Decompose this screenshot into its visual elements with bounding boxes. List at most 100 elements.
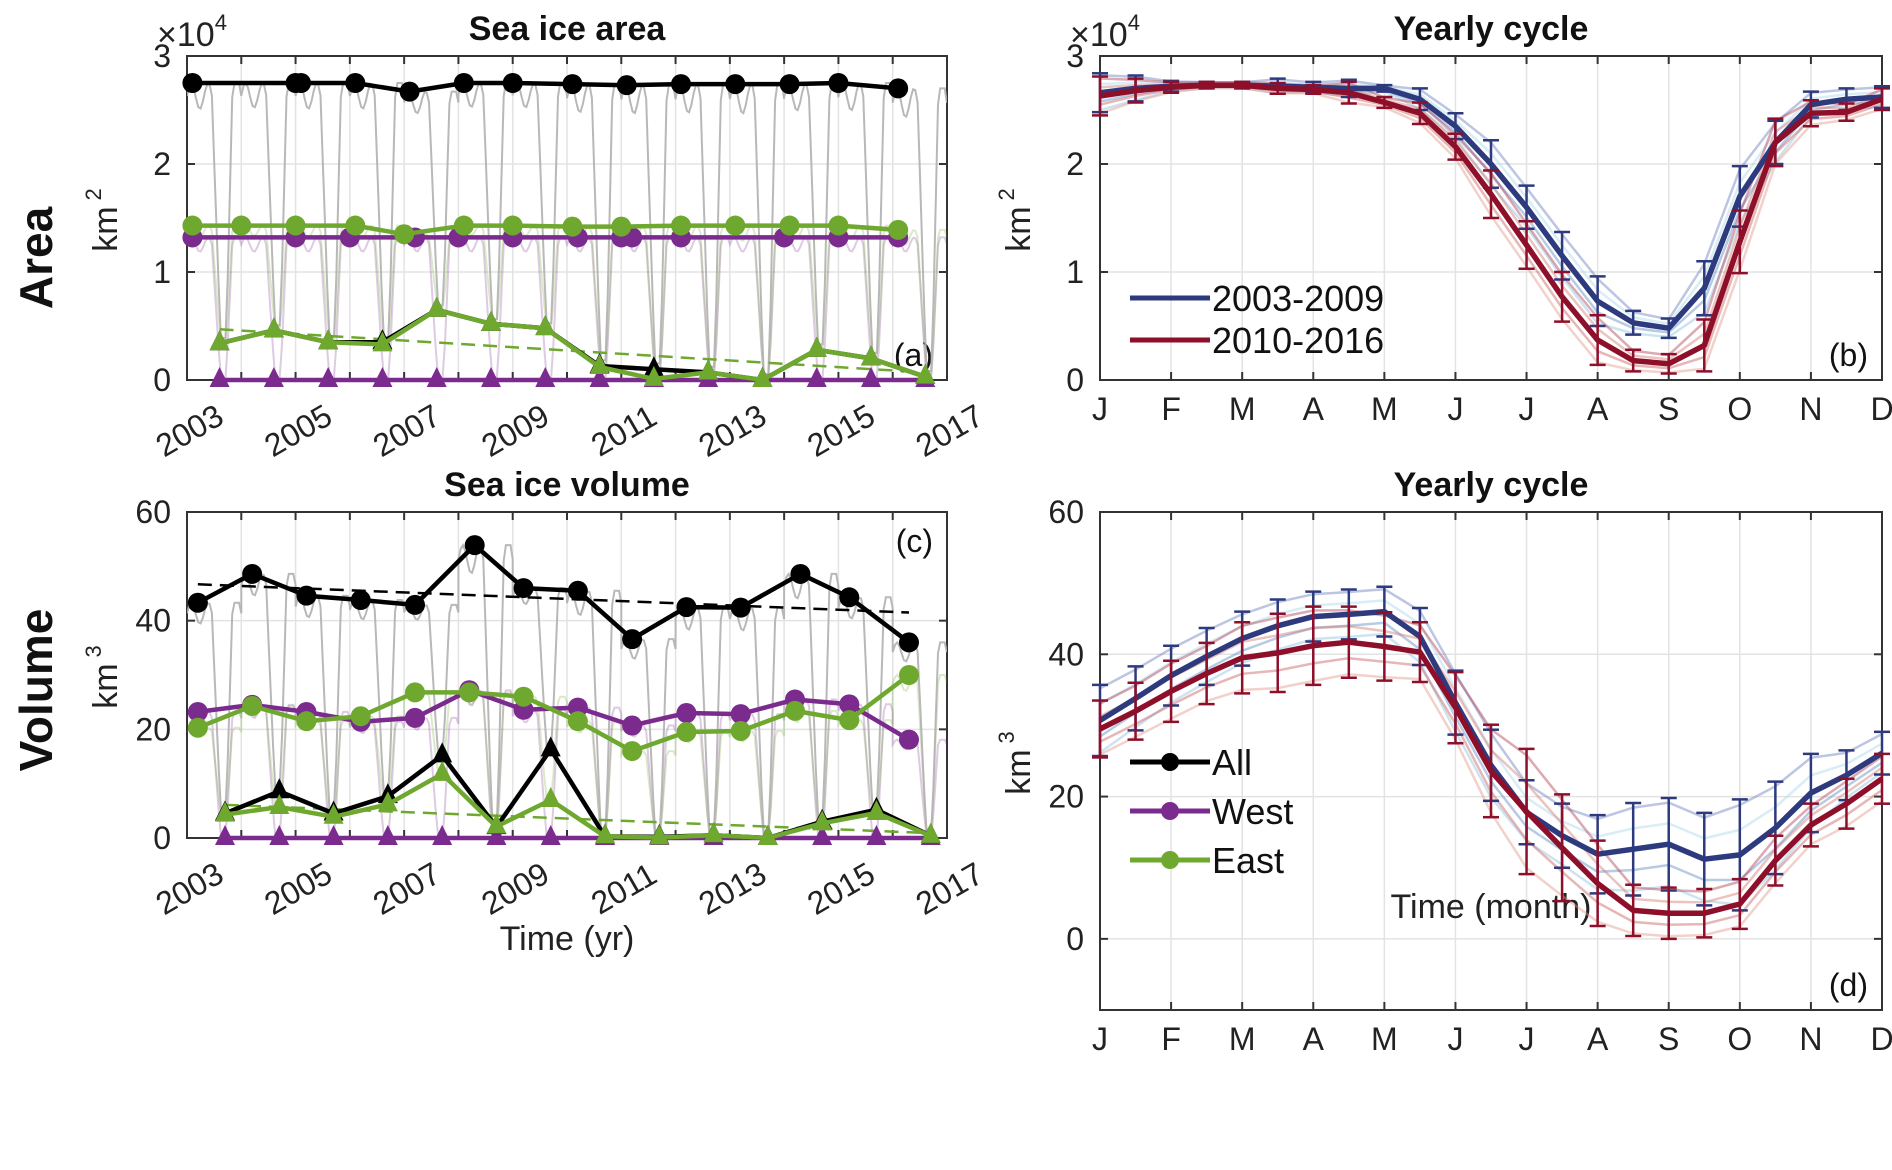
x-tick-label: S <box>1658 1021 1679 1057</box>
data-point-west-max <box>839 694 860 715</box>
data-point-west-max <box>899 729 919 750</box>
data-point-east-max <box>350 706 371 727</box>
y-axis-label: km3 <box>994 731 1038 795</box>
data-point-east-min <box>806 336 827 357</box>
x-tick-label: A <box>1303 1021 1325 1057</box>
data-point-all-max <box>730 597 751 618</box>
data-point-all-max <box>291 73 311 93</box>
data-point-east-max <box>182 215 203 236</box>
series-line-east-min <box>224 771 932 841</box>
data-point-west-min <box>481 367 501 387</box>
data-point-east-min <box>263 317 284 338</box>
data-point-east-min <box>209 330 230 351</box>
trend-line-east <box>219 327 926 374</box>
data-point-east-min <box>486 813 507 834</box>
data-point-east-min <box>757 825 778 845</box>
row-label-area: Area <box>10 206 62 309</box>
y-tick-label: 40 <box>1048 636 1084 672</box>
data-point-east-max <box>394 224 415 245</box>
panel-label: (d) <box>1829 967 1868 1003</box>
x-tick-label: S <box>1658 391 1679 427</box>
y-axis-label: km2 <box>994 188 1038 252</box>
y-tick-label: 1 <box>153 254 171 290</box>
legend-label: 2003-2009 <box>1212 278 1384 319</box>
data-point-west-min <box>486 825 507 845</box>
data-point-east-min <box>703 822 724 843</box>
data-point-east-max <box>730 720 751 741</box>
data-point-east-max <box>231 215 252 236</box>
x-tick-label: D <box>1870 391 1892 427</box>
data-point-all-max <box>779 74 800 95</box>
y-exponent-label: ×104 <box>1070 10 1140 54</box>
y-tick-label: 3 <box>1066 38 1084 74</box>
data-point-all-max <box>725 74 746 95</box>
data-point-east-max <box>285 215 306 236</box>
x-tick-label: 2009 <box>475 397 555 464</box>
data-point-east-min <box>812 810 833 831</box>
data-point-west-max <box>676 703 697 724</box>
x-tick-label: M <box>1371 1021 1398 1057</box>
x-tick-label: A <box>1303 391 1325 427</box>
data-point-all-max <box>616 75 637 96</box>
data-point-east-min <box>589 354 610 375</box>
data-point-east-min <box>595 823 615 844</box>
data-point-all-max <box>187 592 208 613</box>
x-tick-label: J <box>1447 391 1463 427</box>
x-tick-label: 2017 <box>910 855 990 922</box>
data-point-east-max <box>785 700 805 721</box>
data-point-all-max <box>242 563 263 584</box>
x-axis-label: Time (yr) <box>500 920 635 958</box>
x-tick-label: 2013 <box>693 855 773 922</box>
data-point-all-max <box>350 590 371 611</box>
data-point-east-min <box>372 331 393 352</box>
x-axis-label: Time (month) <box>1391 888 1592 926</box>
data-point-all-max <box>622 629 643 650</box>
data-point-east-min <box>215 801 235 822</box>
data-point-all-max <box>453 73 474 93</box>
x-tick-label: 2013 <box>693 397 773 464</box>
data-point-west-min <box>209 367 230 387</box>
series-line-2010-2016 <box>1098 639 1884 916</box>
data-point-east-max <box>242 695 263 716</box>
x-tick-label: 2011 <box>585 856 663 922</box>
chart-title: Yearly cycle <box>1394 10 1589 48</box>
x-tick-label: 2009 <box>475 855 555 922</box>
data-point-east-max <box>345 215 366 236</box>
data-point-east-max <box>405 682 425 703</box>
data-point-west-max <box>622 715 643 736</box>
x-tick-label: N <box>1799 391 1822 427</box>
data-point-east-min <box>481 310 501 331</box>
data-point-east-max <box>725 215 746 236</box>
data-point-west-min <box>215 825 235 845</box>
data-point-east-min <box>377 791 398 812</box>
data-point-all-max <box>502 73 523 93</box>
y-tick-label: 0 <box>153 362 171 398</box>
data-point-east-min <box>269 794 290 815</box>
legend-label: 2010-2016 <box>1212 320 1384 361</box>
data-point-west-min <box>812 825 833 845</box>
series-line-2010-2016 <box>1099 82 1883 367</box>
data-point-east-max <box>513 686 534 707</box>
data-point-east-max <box>296 711 317 732</box>
data-point-west-min <box>806 367 827 387</box>
x-tick-label: 2005 <box>258 855 338 922</box>
data-point-east-max <box>671 215 691 236</box>
y-axis-label: km2 <box>81 188 125 252</box>
x-tick-label: F <box>1161 391 1181 427</box>
data-point-east-max <box>567 711 588 732</box>
x-tick-label: 2015 <box>801 397 881 464</box>
data-point-all-max <box>828 73 849 93</box>
data-point-east-max <box>888 219 909 240</box>
x-tick-label: J <box>1092 391 1108 427</box>
x-tick-label: D <box>1870 1021 1892 1057</box>
x-tick-label: F <box>1161 1021 1181 1057</box>
data-point-all-max <box>899 632 919 653</box>
axes-frame <box>1099 55 1883 381</box>
data-point-all-max <box>888 78 909 99</box>
data-point-all-max <box>839 587 860 608</box>
y-tick-label: 0 <box>153 820 171 856</box>
x-tick-label: 2017 <box>910 397 990 464</box>
data-point-east-min <box>915 363 936 384</box>
x-tick-label: 2003 <box>150 855 230 922</box>
